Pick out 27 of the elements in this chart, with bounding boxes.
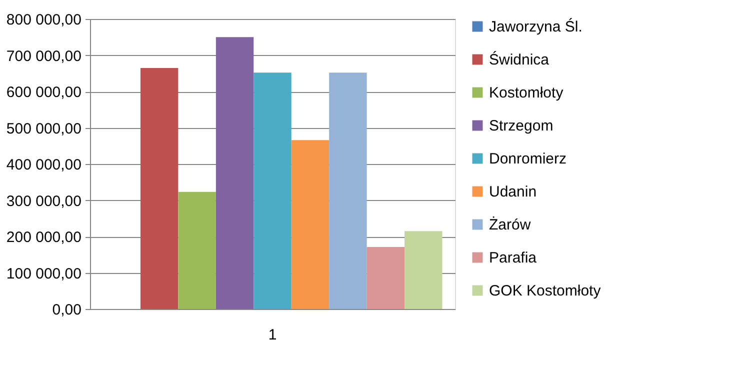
- x-tick-label: 1: [268, 326, 277, 344]
- legend-label: Strzegom: [489, 118, 554, 134]
- y-tick-label: 0,00: [52, 302, 82, 318]
- legend-label: GOK Kostomłoty: [489, 282, 602, 300]
- legend-label: Świdnica: [489, 50, 550, 68]
- y-tick-label: 300 000,00: [6, 192, 82, 210]
- y-tick-label: 800 000,00: [6, 12, 82, 28]
- bar: [178, 192, 216, 309]
- y-tick-label: 600 000,00: [6, 84, 82, 101]
- y-tick-label: 100 000,00: [6, 265, 82, 282]
- y-tick-label: 500 000,00: [6, 120, 82, 138]
- bar: [254, 72, 292, 309]
- legend-label: Donromierz: [489, 150, 567, 168]
- bar: [366, 247, 405, 309]
- bar: [140, 68, 178, 309]
- bar: [329, 72, 367, 309]
- bar: [291, 140, 330, 309]
- y-tick-label: 200 000,00: [6, 229, 82, 246]
- bar: [216, 37, 254, 309]
- y-tick-label: 700 000,00: [6, 48, 82, 65]
- bar: [404, 231, 442, 309]
- legend-label: Żarów: [489, 216, 531, 234]
- legend-label: Kostomłoty: [489, 84, 564, 102]
- legend-label: Jaworzyna Śl.: [489, 18, 582, 36]
- y-tick-label: 400 000,00: [6, 156, 82, 174]
- legend-label: Udanin: [489, 184, 537, 200]
- legend-label: Parafia: [489, 250, 538, 266]
